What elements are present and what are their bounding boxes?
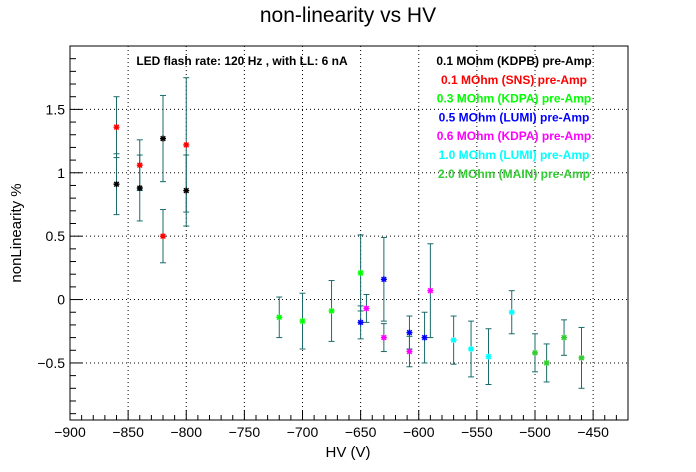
legend-entry: 1.0 MOhm (LUMI) pre-Amp — [439, 148, 590, 162]
x-tick-label: −850 — [112, 424, 144, 440]
legend-entry: 0.1 MOhm (KDPB) pre-Amp — [436, 54, 591, 68]
data-point-marker — [363, 305, 370, 312]
x-tick-label: −600 — [403, 424, 435, 440]
legend-entry: 0.6 MOhm (KDPA) pre-Amp — [437, 129, 591, 143]
data-point-marker — [299, 318, 306, 325]
y-tick-label: 0 — [57, 292, 65, 308]
data-point-marker — [406, 348, 413, 355]
data-point-marker — [380, 334, 387, 341]
data-point-marker — [427, 287, 434, 294]
axis-ticks — [69, 58, 629, 420]
data-point-marker — [183, 141, 190, 148]
data-point-marker — [183, 187, 190, 194]
x-tick-label: −450 — [577, 424, 609, 440]
data-markers — [113, 124, 585, 366]
legend-entry: 0.5 MOhm (LUMI) pre-Amp — [439, 110, 590, 124]
data-point-marker — [508, 309, 515, 316]
legend: 0.1 MOhm (KDPB) pre-Amp 0.1 MOhm (SNS) pr… — [436, 54, 591, 181]
data-point-marker — [113, 124, 120, 131]
run-annotation: LED flash rate: 120 Hz , with LL: 6 nA — [136, 54, 348, 68]
y-tick-labels: −0.5 0 0.5 1 1.5 — [37, 101, 65, 371]
data-point-marker — [485, 353, 492, 360]
legend-entry: 2.0 MOhm (MAIN) pre-Amp — [438, 167, 590, 181]
data-point-marker — [450, 337, 457, 344]
data-point-marker — [468, 346, 475, 353]
x-tick-label: −550 — [461, 424, 493, 440]
x-tick-label: −900 — [54, 424, 86, 440]
chart-title: non-linearity vs HV — [260, 4, 436, 27]
data-point-marker — [543, 359, 550, 366]
data-point-marker — [380, 276, 387, 283]
data-point-marker — [421, 334, 428, 341]
data-point-marker — [328, 307, 335, 314]
legend-entry: 0.3 MOhm (KDPA) pre-Amp — [437, 92, 591, 106]
data-point-marker — [578, 354, 585, 361]
x-tick-labels: −900 −850 −800 −750 −700 −650 −600 −550 −500 −450 — [54, 424, 609, 440]
y-tick-label: 0.5 — [46, 228, 66, 244]
data-point-marker — [113, 181, 120, 188]
data-point-marker — [357, 319, 364, 326]
x-tick-label: −650 — [345, 424, 377, 440]
x-tick-label: −700 — [287, 424, 319, 440]
data-point-marker — [136, 162, 143, 169]
x-tick-label: −500 — [519, 424, 551, 440]
legend-entry: 0.1 MOhm (SNS) pre-Amp — [441, 73, 587, 87]
x-tick-label: −750 — [229, 424, 261, 440]
data-point-marker — [160, 135, 166, 142]
data-point-marker — [160, 233, 166, 240]
data-point-marker — [136, 184, 143, 191]
y-tick-label: 1.5 — [46, 101, 66, 117]
data-point-marker — [561, 334, 568, 341]
data-point-marker — [357, 269, 364, 276]
data-point-marker — [532, 349, 538, 356]
data-point-marker — [406, 329, 413, 336]
x-axis-label: HV (V) — [326, 444, 371, 461]
y-tick-label: −0.5 — [37, 355, 65, 371]
y-axis-label: nonLinearity % — [8, 183, 25, 282]
y-tick-label: 1 — [57, 165, 65, 181]
data-point-marker — [276, 314, 283, 321]
x-tick-label: −800 — [170, 424, 202, 440]
